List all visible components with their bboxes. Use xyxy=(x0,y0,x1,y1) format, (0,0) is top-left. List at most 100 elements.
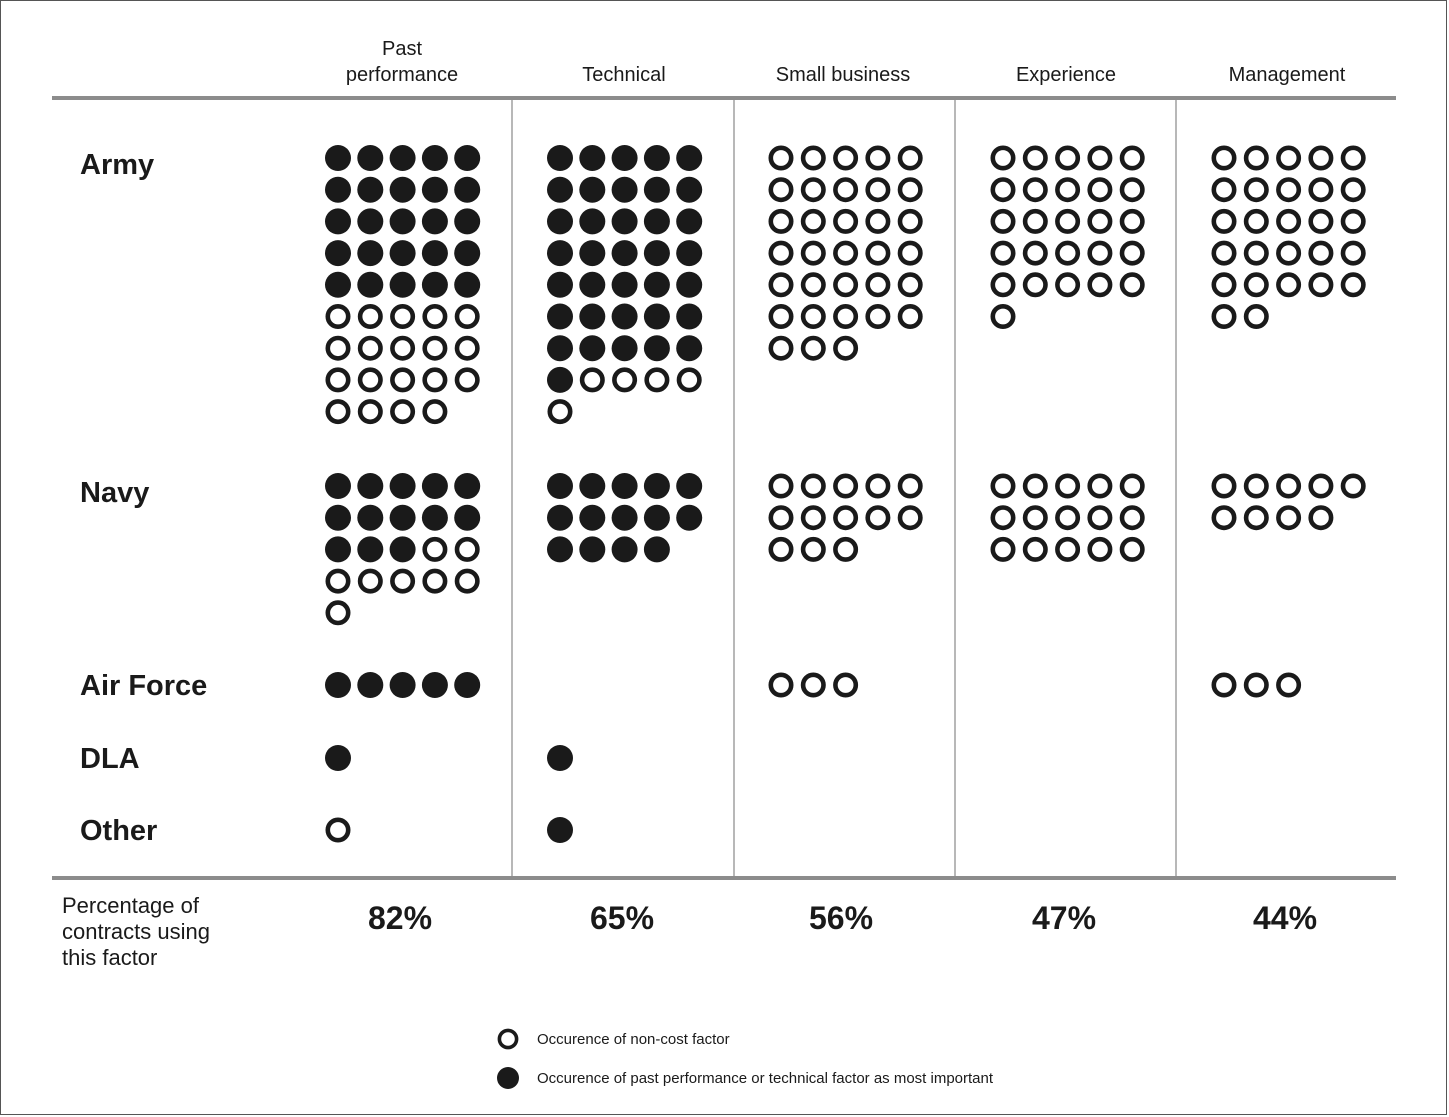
filled-dot xyxy=(611,176,638,203)
column-header: Small business xyxy=(776,64,911,86)
open-dot xyxy=(897,145,923,171)
open-dot xyxy=(1211,177,1237,203)
filled-dot xyxy=(389,176,416,203)
filled-dot xyxy=(579,536,606,563)
cell-dots xyxy=(325,672,481,698)
open-dot xyxy=(897,505,923,531)
filled-dot xyxy=(325,176,351,203)
filled-dot xyxy=(389,672,416,698)
filled-dot xyxy=(611,145,638,171)
open-dot xyxy=(768,335,794,361)
filled-dot xyxy=(547,271,573,298)
filled-dot xyxy=(421,208,448,235)
percentage-label-line: contracts using xyxy=(62,919,210,944)
filled-dot xyxy=(643,335,670,362)
open-dot xyxy=(1308,272,1334,298)
open-dot xyxy=(1243,303,1269,329)
open-dot xyxy=(865,145,891,171)
filled-dot xyxy=(421,271,448,298)
open-dot xyxy=(768,240,794,266)
filled-dot xyxy=(611,208,638,235)
open-dot xyxy=(454,568,480,594)
open-dot xyxy=(1243,177,1269,203)
cell-dots xyxy=(768,672,859,698)
cell-dots xyxy=(990,473,1145,562)
open-dot xyxy=(1119,208,1145,234)
open-dot xyxy=(547,399,573,425)
open-dot xyxy=(676,367,702,393)
filled-dot xyxy=(579,303,606,330)
open-dot xyxy=(1243,505,1269,531)
open-dot xyxy=(865,303,891,329)
filled-dot xyxy=(676,504,703,531)
open-dot xyxy=(1308,505,1334,531)
open-dot xyxy=(897,177,923,203)
row-label: Navy xyxy=(80,477,149,509)
open-dot xyxy=(325,568,351,594)
open-dot xyxy=(1276,505,1302,531)
open-dot xyxy=(833,536,859,562)
open-dot xyxy=(1119,505,1145,531)
open-dot xyxy=(1119,177,1145,203)
cell-dots xyxy=(547,817,573,843)
open-dot xyxy=(1308,240,1334,266)
filled-dot xyxy=(643,176,670,203)
open-dot xyxy=(897,208,923,234)
open-dot xyxy=(325,817,351,843)
open-dot xyxy=(833,303,859,329)
open-dot xyxy=(865,272,891,298)
open-dot xyxy=(1276,672,1302,698)
open-dot xyxy=(1276,208,1302,234)
open-dot xyxy=(800,303,826,329)
filled-dot xyxy=(454,672,481,698)
open-dot xyxy=(1055,145,1081,171)
percentage-values: 82% 65% 56% 47% 44% xyxy=(368,900,1317,936)
open-dot xyxy=(768,672,794,698)
filled-dot xyxy=(421,176,448,203)
open-dot xyxy=(1211,473,1237,499)
open-dot xyxy=(1022,240,1048,266)
open-dot xyxy=(644,367,670,393)
filled-dot xyxy=(611,271,638,298)
filled-dot xyxy=(643,536,670,563)
open-dot xyxy=(1276,272,1302,298)
open-dot xyxy=(1243,240,1269,266)
filled-dot xyxy=(357,145,384,171)
open-dot xyxy=(800,145,826,171)
open-dot xyxy=(768,208,794,234)
percentage-value: 65% xyxy=(590,900,654,936)
open-dot xyxy=(1340,473,1366,499)
filled-dot xyxy=(579,335,606,362)
open-dot xyxy=(1276,145,1302,171)
footer-rule xyxy=(52,876,1396,880)
filled-dot xyxy=(325,473,351,499)
filled-dot xyxy=(389,145,416,171)
cell-dots xyxy=(1211,145,1366,329)
open-dot xyxy=(897,473,923,499)
cell-dots xyxy=(1211,473,1366,531)
open-dot xyxy=(865,473,891,499)
cell-dots xyxy=(768,473,923,562)
open-dot xyxy=(833,177,859,203)
open-dot xyxy=(990,536,1016,562)
filled-dot xyxy=(357,536,384,563)
filled-dot xyxy=(389,504,416,531)
open-dot xyxy=(454,536,480,562)
filled-dot xyxy=(643,145,670,171)
open-dot xyxy=(1055,208,1081,234)
cell-dots xyxy=(547,745,573,771)
open-dot xyxy=(800,177,826,203)
open-dot xyxy=(1055,177,1081,203)
open-dot xyxy=(325,335,351,361)
row-label: Air Force xyxy=(80,670,207,702)
open-dot xyxy=(1022,505,1048,531)
filled-dot xyxy=(547,504,573,531)
open-dot xyxy=(1211,240,1237,266)
open-dot xyxy=(357,367,383,393)
filled-dot xyxy=(325,745,351,771)
filled-dot xyxy=(421,240,448,267)
open-dot xyxy=(800,272,826,298)
open-dot xyxy=(1340,240,1366,266)
